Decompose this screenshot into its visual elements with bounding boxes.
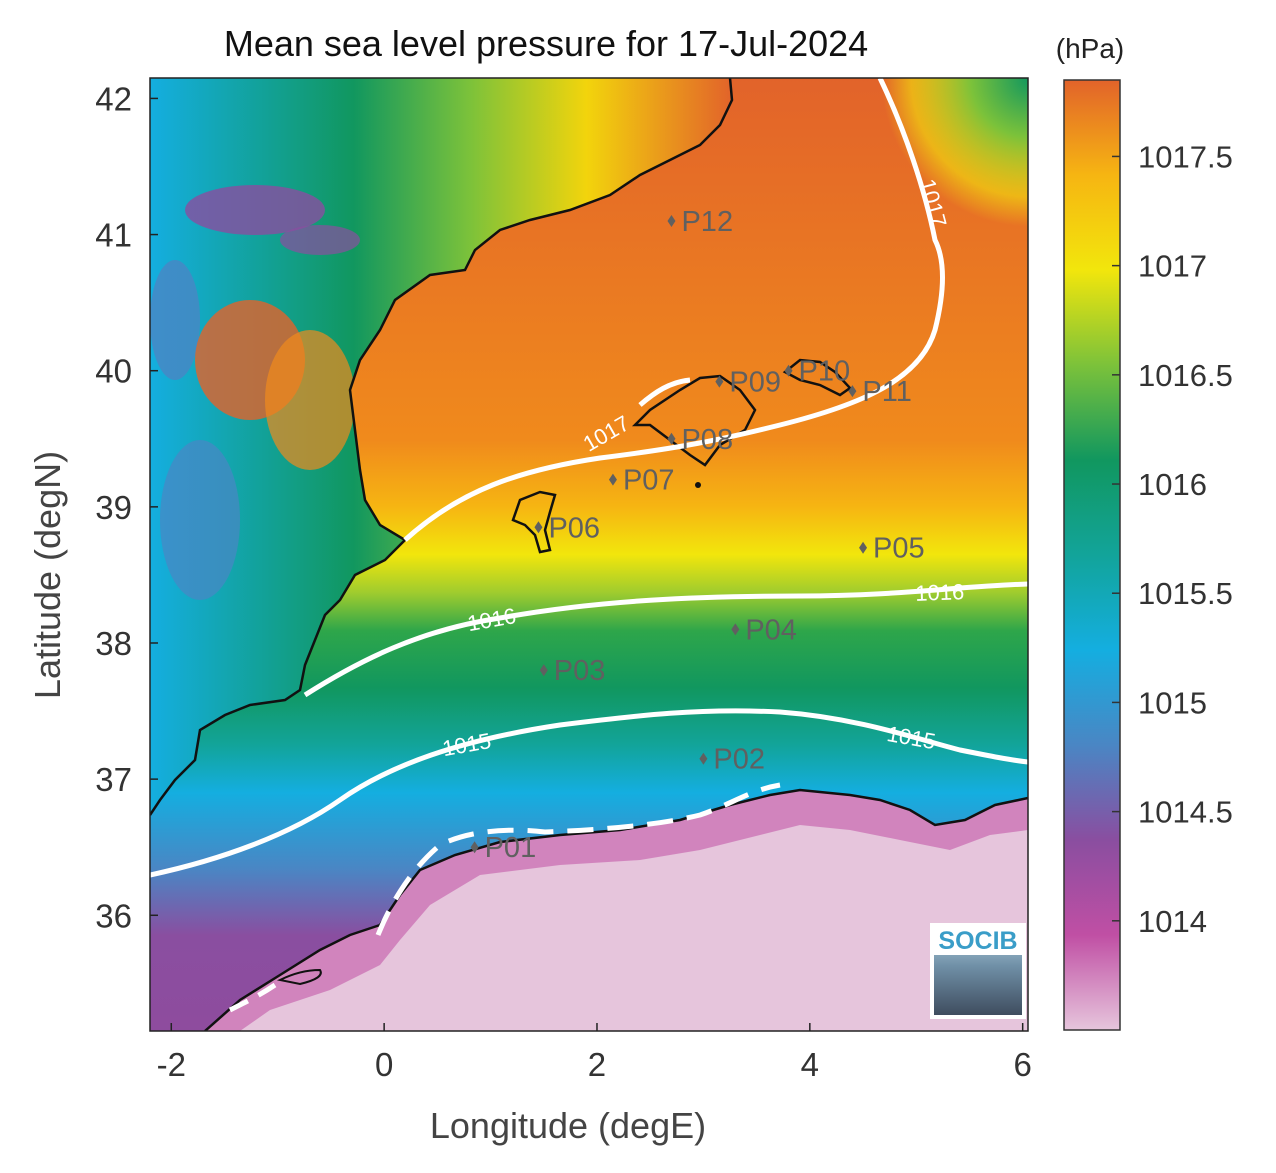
iberia-coastline [150,78,734,816]
y-tick-label: 37 [95,761,132,798]
colorbar [1063,79,1121,1031]
northeast-low-pressure [700,78,1028,408]
socib-logo: SOCIB [930,923,1026,1019]
station-marker [859,541,868,554]
station-marker [667,214,676,227]
station-marker [699,752,708,765]
logo-text: SOCIB [938,927,1017,955]
africa-coastline [204,788,1028,1031]
x-tick-label: 2 [588,1046,606,1083]
mountain-patch [185,185,325,235]
station-marker [539,664,548,677]
y-tick-label: 36 [95,897,132,934]
cabrera-island [695,482,701,488]
station-label: P05 [873,533,925,565]
colorbar-tick-label: 1016 [1138,467,1207,502]
station-marker [667,432,676,445]
colorbar-scale [1063,79,1121,1031]
x-tick-label: 0 [375,1046,393,1083]
station-marker [715,375,724,388]
station-label: P02 [713,744,765,776]
colorbar-tick-label: 1015.5 [1138,576,1233,611]
x-tick-label: 6 [1013,1046,1031,1083]
logo-frame [930,923,1026,1019]
plot-frame [149,77,1029,1032]
contour-1014-dashed-west [228,982,277,1013]
contour-1014-dashed [375,782,781,936]
colorbar-tick-label: 1014.5 [1138,795,1233,830]
menorca-island [782,358,852,397]
africa-land [205,790,1028,1031]
station-label: P12 [681,206,733,238]
station-label: P03 [554,655,606,687]
x-axis-ticks: -2 0 2 4 6 [157,1023,1032,1083]
y-tick-label: 38 [95,625,132,662]
colorbar-tick-label: 1017.5 [1138,139,1233,174]
station-label: P06 [548,512,600,544]
colorbar-tick-label: 1017 [1138,249,1207,284]
station-label: P09 [729,367,781,399]
colorbar-ticks: 1014 1014.5 1015 1015.5 1016 1016.5 1017 1017.5 [1112,139,1233,939]
y-tick-label: 39 [95,489,132,526]
iberia-land [150,78,732,815]
ibiza-island [511,490,557,554]
colorbar-tick-label: 1014 [1138,904,1207,939]
y-tick-label: 42 [95,80,132,117]
y-tick-label: 40 [95,353,132,390]
station-marker [784,364,793,377]
colorbar-unit: (hPa) [1056,33,1124,64]
mallorca-island [631,374,757,467]
station-marker [470,841,479,854]
map-title: Mean sea level pressure for 17-Jul-2024 [224,23,868,64]
contour-1017-islet [638,377,691,407]
x-tick-label: -2 [157,1046,186,1083]
station-label: P10 [799,356,851,388]
mountain-patch [160,440,240,600]
mountain-patch [280,225,360,255]
lagoon-outline [276,968,322,986]
colorbar-tick-label: 1016.5 [1138,358,1233,393]
contour-1015 [150,708,1028,878]
station-marker [731,623,740,636]
y-axis-label: Latitude (degN) [27,451,68,699]
logo-band [932,925,1024,955]
station-marker [608,473,617,486]
y-tick-label: 41 [95,217,132,254]
station-marker [534,521,543,534]
station-marker [848,385,857,398]
mountain-patch [150,260,200,380]
station-label: P07 [623,465,675,497]
x-tick-label: 4 [801,1046,819,1083]
contour-1016 [303,581,1028,698]
contour-label-1016: 1016 [915,579,965,606]
x-axis-label: Longitude (degE) [430,1105,706,1146]
station-label: P04 [745,614,797,646]
station-label: P01 [485,832,537,864]
colorbar-tick-label: 1015 [1138,685,1207,720]
station-label: P08 [681,424,733,456]
africa-coast-low [205,790,1028,1031]
y-axis-ticks: 36 37 38 39 40 41 42 [95,80,158,934]
contour-1017-main [403,78,945,542]
station-label: P11 [862,376,911,408]
highland-patch [265,330,355,470]
